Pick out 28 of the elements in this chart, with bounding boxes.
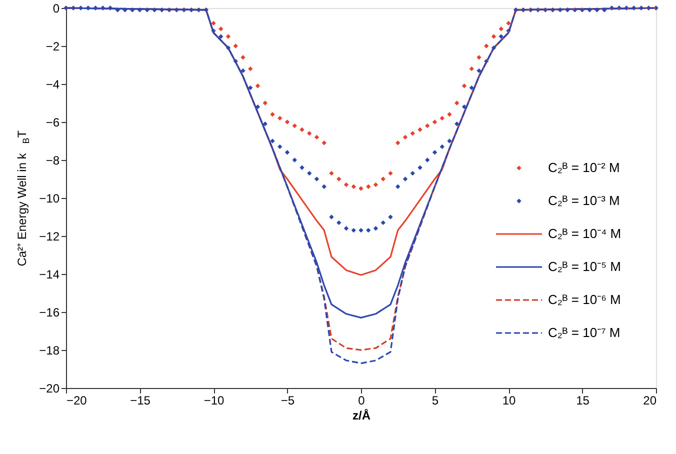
legend-label: C₂ᴮ = 10⁻⁵ M [548,259,621,274]
x-tick-label: 15 [576,394,590,408]
y-tick-label: −12 [39,230,60,244]
x-tick-label: 10 [502,394,516,408]
legend-label: C₂ᴮ = 10⁻⁷ M [548,325,620,340]
x-tick-label: 0 [358,394,366,408]
y-tick-label: −4 [46,78,60,92]
y-axis-title: Ca²⁺ Energy Well in kBT [15,130,31,266]
legend-label: C₂ᴮ = 10⁻² M [548,160,620,175]
y-tick-label: −10 [39,192,60,206]
x-tick-label: −10 [204,394,224,408]
x-tick-label: −20 [66,394,88,408]
y-tick-label: −2 [46,40,60,54]
x-tick-label: −5 [280,394,295,408]
y-tick-label: −14 [39,268,60,282]
y-tick-label: −18 [39,344,60,358]
y-tick-label: −8 [46,154,60,168]
x-tick-label: −15 [130,394,151,408]
legend-label: C₂ᴮ = 10⁻⁶ M [548,292,621,307]
y-tick-label: −20 [39,382,60,396]
y-tick-label: −6 [46,116,60,130]
x-tick-label: 20 [643,394,657,408]
legend-label: C₂ᴮ = 10⁻⁴ M [548,226,622,241]
x-tick-label: 5 [432,394,439,408]
x-axis-title: z/Å [352,408,371,422]
y-tick-label: −16 [39,306,60,320]
legend-label: C₂ᴮ = 10⁻³ M [548,193,620,208]
y-tick-label: 0 [52,2,60,16]
